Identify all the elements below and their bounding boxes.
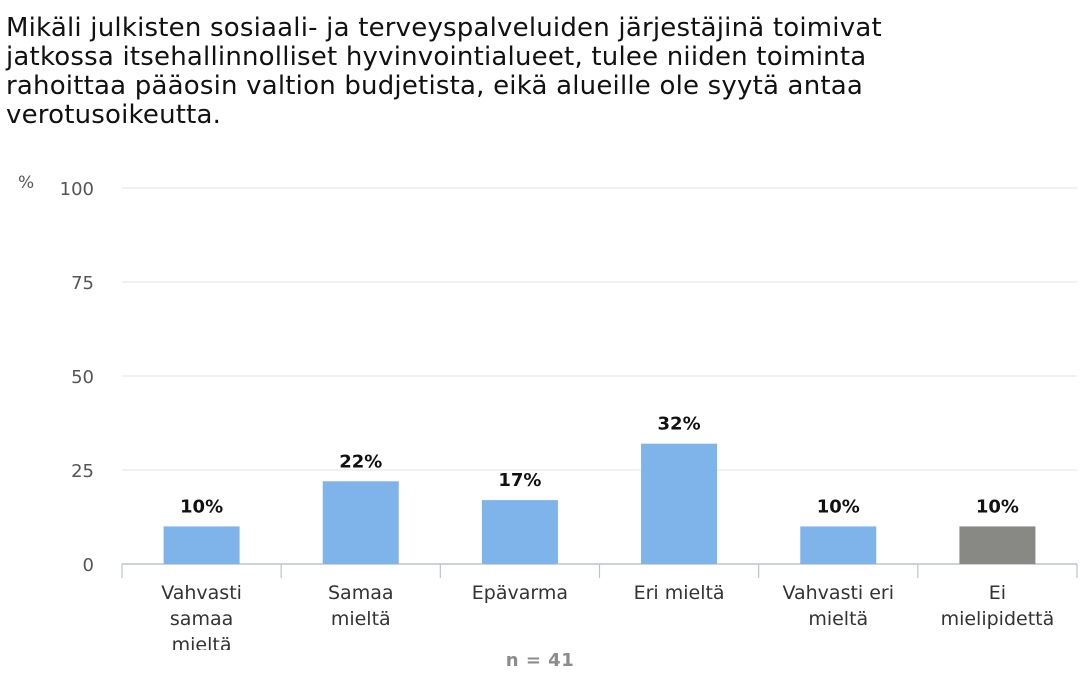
bar-value-label: 17%	[498, 470, 541, 491]
chart-title: Mikäli julkisten sosiaali- ja terveyspal…	[6, 14, 1066, 130]
x-category-label-line: Epävarma	[472, 582, 568, 604]
title-line: Mikäli julkisten sosiaali- ja terveyspal…	[6, 13, 882, 43]
x-category-label: Eri mieltä	[634, 582, 725, 604]
x-category-label-line: mieltä	[331, 608, 391, 630]
y-tick-label: 25	[71, 461, 94, 482]
bar	[959, 526, 1036, 564]
bars	[163, 443, 1036, 564]
title-line: jatkossa itsehallinnolliset hyvinvointia…	[6, 42, 867, 72]
x-category-label-line: Samaa	[328, 582, 394, 604]
bar-value-label: 10%	[180, 496, 223, 517]
y-tick-label: 50	[71, 367, 94, 388]
bar-value-label: 22%	[339, 451, 382, 472]
bar	[163, 526, 240, 564]
x-category-label-line: Eri mieltä	[634, 582, 725, 604]
x-axis-labels: Vahvasti samaa mieltä Samaa mieltä Epävarma Er…	[161, 582, 1054, 650]
y-tick-label: 100	[60, 179, 94, 200]
x-category-label: Epävarma	[472, 582, 568, 604]
bar	[481, 500, 558, 564]
data-labels: 10% 22% 17% 32% 10% 10%	[180, 414, 1019, 518]
title-line: verotusoikeutta.	[6, 100, 222, 130]
x-category-label: Samaa mieltä	[328, 582, 394, 630]
y-axis-ticks: 0 25 50 75 100	[60, 179, 94, 576]
x-category-label: Ei mielipidettä	[941, 582, 1055, 630]
x-category-label: Vahvasti samaa mieltä	[161, 582, 242, 650]
bar-value-label: 10%	[976, 496, 1019, 517]
x-category-label-line: mielipidettä	[941, 608, 1055, 630]
sample-size-note: n = 41	[505, 650, 575, 671]
bar-chart: % 0 25 50 75 100 10% 22% 17% 32% 10% 10% Vahvasti…	[18, 173, 1078, 650]
bar	[322, 481, 399, 564]
bar-value-label: 10%	[817, 496, 860, 517]
x-category-label: Vahvasti eri mieltä	[782, 582, 894, 630]
y-tick-label: 75	[71, 273, 94, 294]
y-axis-unit: %	[18, 173, 34, 193]
x-category-label-line: mieltä	[808, 608, 868, 630]
x-category-label-line: Vahvasti	[161, 582, 242, 604]
y-tick-label: 0	[83, 555, 94, 576]
bar-value-label: 32%	[658, 414, 701, 435]
x-category-label-line: Vahvasti eri	[782, 582, 894, 604]
bar	[641, 443, 718, 564]
grid-lines	[121, 187, 1078, 578]
x-category-label-line: samaa	[170, 608, 233, 630]
x-category-label-line: Ei	[989, 582, 1006, 604]
x-category-label-line: mieltä	[172, 634, 232, 650]
bar	[800, 526, 877, 564]
title-line: rahoittaa pääosin valtion budjetista, ei…	[6, 71, 864, 101]
